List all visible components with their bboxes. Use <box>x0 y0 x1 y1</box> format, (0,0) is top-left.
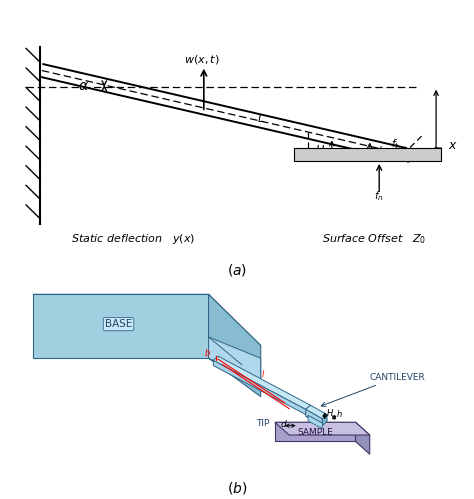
Text: SAMPLE: SAMPLE <box>297 428 333 437</box>
Polygon shape <box>275 422 356 442</box>
Text: $w(x,t)$: $w(x,t)$ <box>184 53 219 66</box>
Text: $d$: $d$ <box>280 418 287 429</box>
Text: $(a)$: $(a)$ <box>227 262 247 278</box>
Text: $l$: $l$ <box>261 368 265 379</box>
Polygon shape <box>307 416 322 425</box>
Text: $f_t$: $f_t$ <box>391 138 400 151</box>
Polygon shape <box>306 410 322 426</box>
Polygon shape <box>209 294 261 397</box>
Text: TIP: TIP <box>256 419 270 428</box>
Text: $\alpha$: $\alpha$ <box>78 79 89 93</box>
Polygon shape <box>306 405 327 419</box>
Text: $h$: $h$ <box>336 408 342 419</box>
Polygon shape <box>213 360 306 415</box>
Polygon shape <box>322 415 327 426</box>
Text: $f_n$: $f_n$ <box>374 189 383 203</box>
Text: $x$: $x$ <box>448 139 458 152</box>
Polygon shape <box>308 416 322 429</box>
Polygon shape <box>209 337 261 384</box>
Text: BASE: BASE <box>105 319 132 329</box>
Polygon shape <box>33 294 209 358</box>
Bar <box>294 148 441 161</box>
Text: CANTILEVER: CANTILEVER <box>321 373 426 407</box>
Polygon shape <box>275 422 370 435</box>
Text: $H$: $H$ <box>326 407 334 418</box>
Text: $(b)$: $(b)$ <box>227 480 247 496</box>
Text: $d$: $d$ <box>374 144 382 156</box>
Polygon shape <box>33 294 261 345</box>
Text: $b$: $b$ <box>204 347 211 358</box>
Text: $\mathit{Surface\ Offset}$   $Z_0$: $\mathit{Surface\ Offset}$ $Z_0$ <box>322 232 427 246</box>
Text: $L$: $L$ <box>257 112 264 124</box>
Polygon shape <box>213 356 310 410</box>
Text: $H$: $H$ <box>315 143 325 155</box>
Text: $\mathit{Static\ deflection}$   $y(x)$: $\mathit{Static\ deflection}$ $y(x)$ <box>71 232 195 246</box>
Polygon shape <box>356 422 370 454</box>
